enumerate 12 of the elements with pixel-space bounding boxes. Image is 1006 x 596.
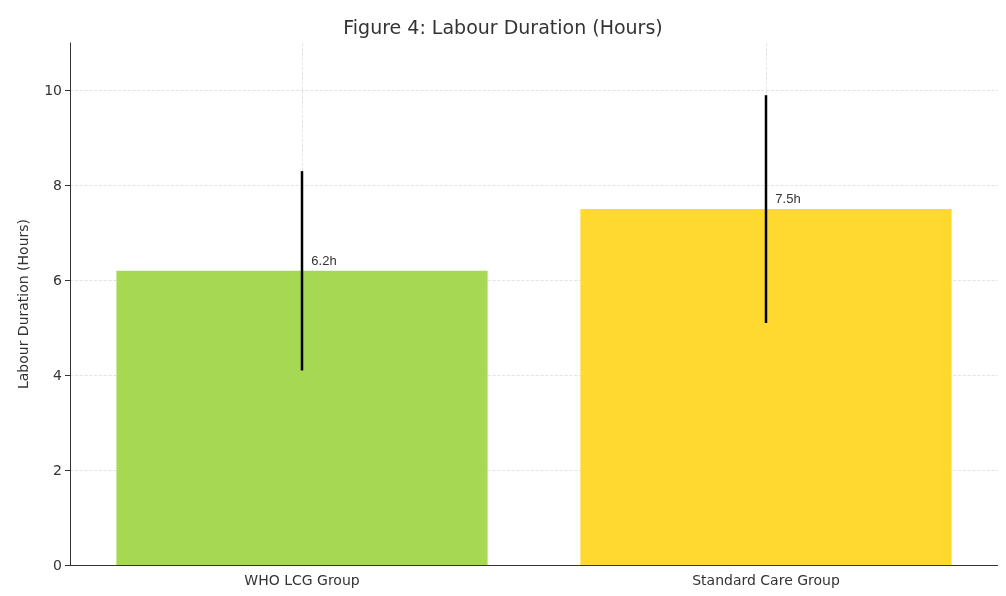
y-tick-label: 8 — [53, 177, 62, 194]
y-tick-label: 4 — [53, 367, 63, 384]
y-tick-label: 10 — [44, 82, 62, 99]
y-tick-label: 2 — [53, 462, 62, 479]
chart-title: Figure 4: Labour Duration (Hours) — [343, 15, 663, 38]
data-label: 7.5h — [775, 191, 801, 207]
y-tick-label: 0 — [53, 557, 62, 573]
y-axis-title: Labour Duration (Hours) — [15, 218, 31, 390]
x-tick-label: WHO LCG Group — [244, 572, 360, 588]
x-tick-label: Standard Care Group — [692, 572, 840, 588]
y-tick-label: 6 — [53, 272, 63, 289]
data-label: 6.2h — [311, 252, 337, 268]
